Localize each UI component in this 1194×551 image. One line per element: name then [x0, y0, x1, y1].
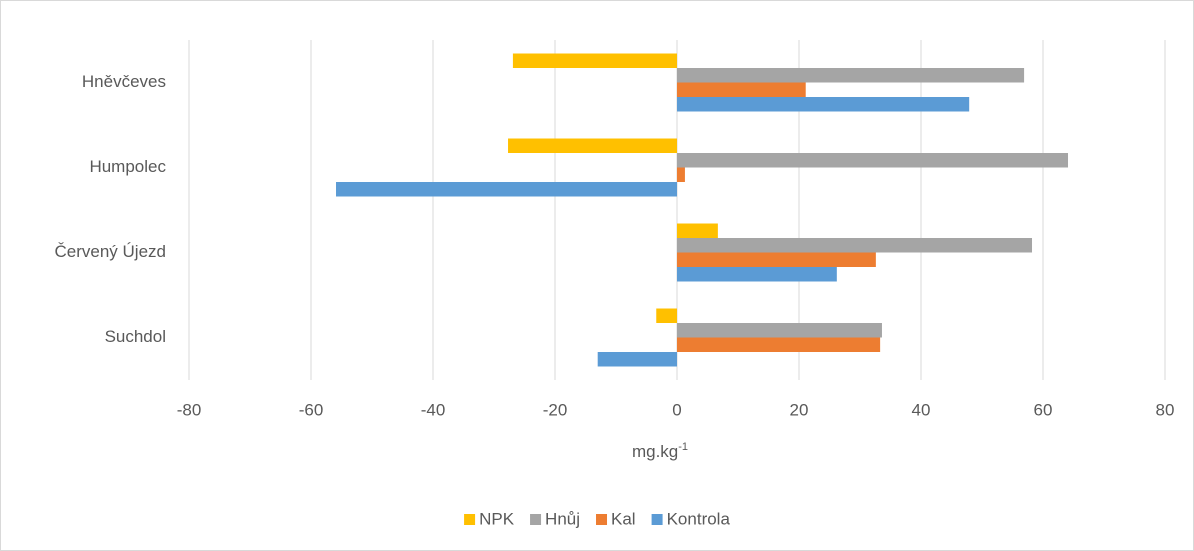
x-tick-label: -20: [543, 400, 568, 419]
bar: [677, 323, 882, 338]
bar: [677, 267, 837, 282]
x-axis-title: mg.kg-1: [632, 441, 688, 462]
x-axis-title-superscript: -1: [678, 441, 688, 453]
x-tick-label: -40: [421, 400, 446, 419]
bar: [677, 167, 685, 182]
legend-swatch: [530, 514, 542, 525]
bar: [512, 53, 677, 68]
legend-swatch: [464, 514, 476, 525]
bar: [677, 82, 806, 97]
x-axis-title-text: mg.kg: [632, 442, 678, 461]
bar: [677, 97, 970, 112]
x-tick-label: 20: [790, 400, 809, 419]
legend-swatch: [651, 514, 663, 525]
bar: [677, 337, 881, 352]
bar: [508, 138, 677, 153]
bar: [677, 223, 718, 238]
bar: [677, 252, 876, 267]
x-tick-label: 60: [1034, 400, 1053, 419]
legend-label: Kontrola: [667, 509, 731, 528]
y-tick-label: Hněvčeves: [82, 72, 166, 91]
bar: [336, 182, 677, 197]
bar: [656, 308, 677, 323]
x-tick-label: 40: [912, 400, 931, 419]
bar: [677, 153, 1069, 168]
legend-swatch: [596, 514, 608, 525]
y-tick-label: Červený Újezd: [55, 242, 167, 261]
y-tick-label: Humpolec: [89, 157, 166, 176]
legend-label: NPK: [479, 509, 515, 528]
x-tick-label: -60: [299, 400, 324, 419]
legend-label: Kal: [611, 509, 636, 528]
x-tick-label: 0: [672, 400, 681, 419]
bar: [597, 352, 677, 367]
bar: [677, 238, 1033, 253]
legend-label: Hnůj: [545, 509, 580, 528]
bar: [677, 68, 1025, 83]
y-tick-label: Suchdol: [105, 327, 166, 346]
x-tick-label: -80: [177, 400, 202, 419]
x-tick-label: 80: [1156, 400, 1175, 419]
